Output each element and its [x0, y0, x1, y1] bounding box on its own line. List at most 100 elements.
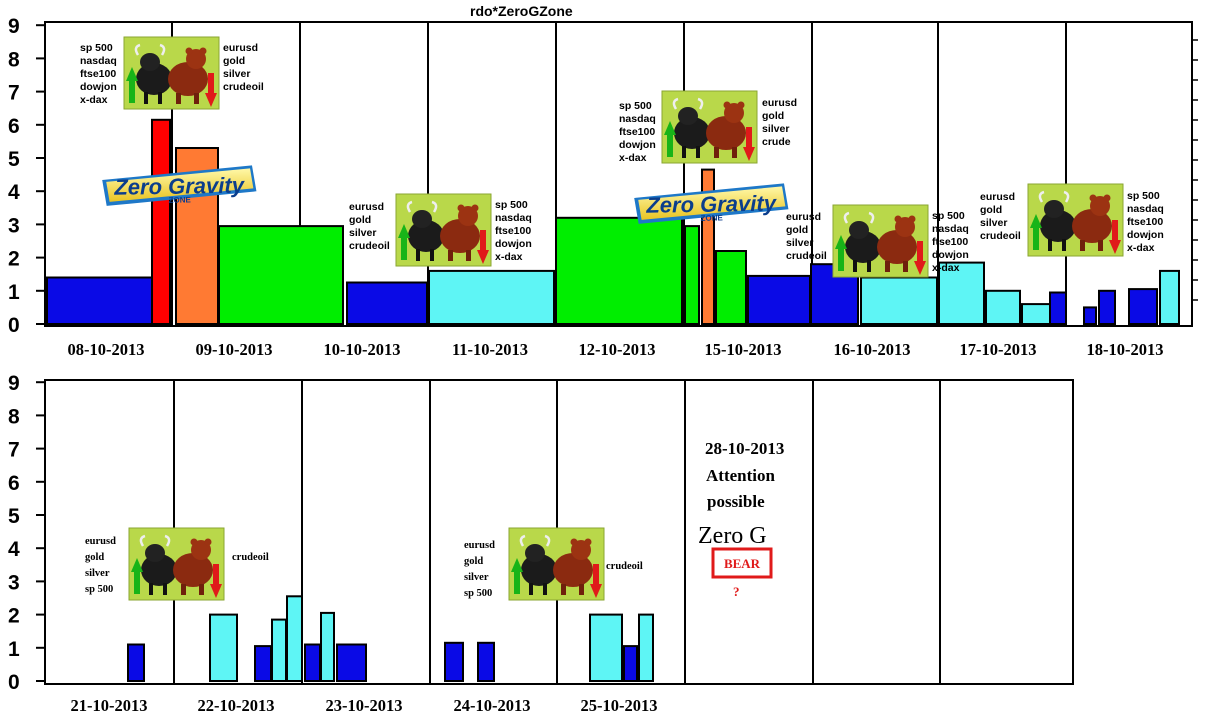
bear-badge-label: BEAR: [724, 556, 761, 571]
y-tick-label: 7: [8, 439, 20, 462]
x-tick-label: 09-10-2013: [196, 340, 273, 359]
bar-25-10-2013-10: [589, 613, 623, 682]
callout-right-list: sp 500 nasdaq ftse100 dowjon x-dax: [495, 199, 532, 263]
annotation-question: ?: [733, 584, 740, 599]
y-tick-label: 2: [8, 605, 20, 628]
annotation-possible: possible: [707, 492, 765, 511]
bear-badge: [711, 547, 773, 579]
x-tick-label: 17-10-2013: [960, 340, 1037, 359]
y-tick-label: 6: [8, 115, 20, 138]
bar-18-10-2013-17: [1083, 306, 1097, 325]
bar-22-10-2013-2: [254, 645, 272, 682]
bar-16-10-2013-12: [860, 276, 938, 325]
bull-bear-icon: [831, 203, 930, 279]
callout-left-list: sp 500 nasdaq ftse100 dowjon x-dax: [80, 42, 117, 106]
y-tick-label: 9: [8, 15, 20, 38]
y-tick-label: 0: [8, 671, 20, 694]
top-y-axis: 0 1 2 3 4 5 6 7 8 9: [8, 15, 45, 337]
bull-bear-icon: [507, 526, 606, 602]
y-tick-label: 3: [8, 214, 20, 237]
bar-15-10-2013-9: [715, 250, 747, 325]
x-tick-label: 15-10-2013: [705, 340, 782, 359]
callout-left-list: eurusd gold silver sp 500: [85, 536, 116, 595]
callout-right-list: crudeoil: [606, 561, 643, 572]
y-tick-label: 4: [8, 181, 20, 204]
bar-17-10-2013-14: [985, 289, 1021, 325]
chart-title: rdo*ZeroGZone: [470, 3, 573, 19]
callout-right-list: crudeoil: [232, 552, 269, 563]
callout-right-list: eurusd gold silver crude: [762, 97, 797, 148]
x-tick-label: 21-10-2013: [71, 696, 148, 715]
x-tick-label: 08-10-2013: [68, 340, 145, 359]
x-tick-label: 16-10-2013: [834, 340, 911, 359]
bull-bear-icon: [1026, 182, 1125, 258]
bar-17-10-2013-16: [1049, 291, 1067, 325]
bar-18-10-2013-19: [1128, 288, 1158, 326]
svg-text:Zero Gravity: Zero Gravity: [113, 172, 246, 199]
bar-22-10-2013-1: [209, 613, 238, 682]
y-tick-label: 9: [8, 372, 20, 395]
top-panel-frame: [44, 21, 1193, 327]
bar-21-10-2013-0: [127, 643, 145, 682]
bar-25-10-2013-11: [623, 645, 638, 682]
callout-right-list: sp 500 nasdaq ftse100 dowjon x-dax: [932, 210, 969, 274]
bull-bear-icon: [394, 192, 493, 268]
bar-25-10-2013-12: [638, 613, 654, 682]
zero-gravity-logo: Zero Gravity ZONE: [102, 165, 257, 206]
bottom-panel-frame: [44, 379, 1074, 685]
callout-left-list: eurusd gold silver sp 500: [464, 540, 495, 599]
bar-18-10-2013-20: [1159, 269, 1180, 325]
x-tick-label: 10-10-2013: [324, 340, 401, 359]
annotation-attention: Attention: [706, 466, 775, 485]
x-tick-label: 23-10-2013: [326, 696, 403, 715]
bar-17-10-2013-15: [1021, 303, 1051, 326]
top-x-axis: 08-10-2013 09-10-2013 10-10-2013 11-10-2013…: [68, 340, 1164, 359]
top-bars: [46, 118, 1180, 326]
bull-bear-icon: [660, 89, 759, 165]
bull-bear-icon: [122, 35, 221, 111]
bar-24-10-2013-9: [477, 641, 495, 682]
bar-15-10-2013-10: [747, 274, 811, 325]
y-tick-label: 8: [8, 48, 20, 71]
bottom-bars: [127, 595, 654, 683]
y-tick-label: 6: [8, 472, 20, 495]
bar-08-10-2013-1: [151, 118, 171, 325]
svg-text:Zero Gravity: Zero Gravity: [645, 190, 778, 217]
callout-left-list: eurusd gold silver crudeoil: [349, 201, 390, 252]
x-tick-label: 25-10-2013: [581, 696, 658, 715]
zero-gravity-logo: Zero Gravity ZONE: [634, 183, 789, 224]
bar-22-10-2013-4: [286, 595, 303, 682]
bar-09-10-2013-3: [218, 225, 344, 326]
bar-15-10-2013-7: [684, 225, 700, 326]
bar-22-10-2013-3: [271, 618, 287, 682]
callout-left-list: eurusd gold silver crudeoil: [786, 211, 827, 262]
x-tick-label: 22-10-2013: [198, 696, 275, 715]
annotation-headline: Zero G: [698, 523, 767, 549]
bar-10-10-2013-4: [346, 281, 428, 325]
y-tick-label: 0: [8, 314, 20, 337]
bottom-x-axis: 21-10-2013 22-10-2013 23-10-2013 24-10-2013…: [71, 696, 658, 715]
y-tick-label: 2: [8, 248, 20, 271]
y-tick-label: 7: [8, 82, 20, 105]
bar-08-10-2013-0: [46, 276, 154, 325]
x-tick-label: 18-10-2013: [1087, 340, 1164, 359]
bar-11-10-2013-5: [428, 269, 555, 325]
callout-left-list: sp 500 nasdaq ftse100 dowjon x-dax: [619, 100, 656, 164]
x-tick-label: 24-10-2013: [454, 696, 531, 715]
annotation-date: 28-10-2013: [705, 439, 784, 458]
y-tick-label: 4: [8, 538, 20, 561]
y-tick-label: 5: [8, 505, 20, 528]
bar-23-10-2013-6: [320, 611, 335, 683]
bar-23-10-2013-5: [304, 643, 321, 682]
bar-23-10-2013-7: [336, 643, 367, 682]
callout-right-list: sp 500 nasdaq ftse100 dowjon x-dax: [1127, 190, 1164, 254]
bar-18-10-2013-18: [1098, 289, 1116, 325]
y-tick-label: 8: [8, 405, 20, 428]
bar-17-10-2013-13: [938, 261, 985, 326]
bull-bear-icon: [127, 526, 226, 602]
svg-text:ZONE: ZONE: [700, 213, 723, 222]
callout-left-list: eurusd gold silver crudeoil: [980, 191, 1021, 242]
y-tick-label: 5: [8, 148, 20, 171]
y-tick-label: 1: [8, 281, 20, 304]
